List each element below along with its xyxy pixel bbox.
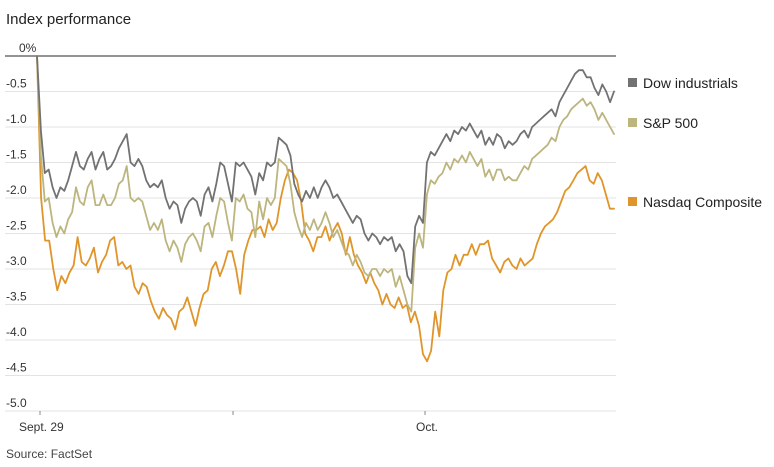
- y-tick-label: -1.5: [6, 148, 27, 162]
- y-tick-label: -2.0: [6, 183, 27, 197]
- legend-swatch-nasdaq-composite: [628, 197, 637, 206]
- legend-swatch-s-p-500: [628, 118, 637, 127]
- y-tick-label: -1.0: [6, 112, 27, 126]
- series-line-s-p-500: [36, 55, 615, 313]
- x-tick-label: Oct.: [416, 420, 438, 434]
- legend-label-nasdaq-composite: Nasdaq Composite: [643, 194, 762, 210]
- y-tick-label: -4.5: [6, 361, 27, 375]
- y-tick-label: -2.5: [6, 219, 27, 233]
- x-tick-label: Sept. 29: [19, 420, 64, 434]
- line-chart: 0% -0.5 -1.0 -1.5 -2.0 -2.5 -3.0 -3.5 -4.0 -4.5 -5…: [5, 41, 762, 434]
- y-tick-label: -4.0: [6, 325, 27, 339]
- legend-label-dow-industrials: Dow industrials: [643, 75, 738, 91]
- y-tick-label: -5.0: [6, 396, 27, 410]
- y-tick-label: -3.5: [6, 290, 27, 304]
- y-tick-label: -3.0: [6, 254, 27, 268]
- source-note: Source: FactSet: [6, 447, 93, 461]
- series-line-nasdaq-composite: [36, 55, 615, 363]
- legend-label-s-p-500: S&P 500: [643, 115, 698, 131]
- legend-swatch-dow-industrials: [628, 78, 637, 87]
- y-tick-label: 0%: [19, 41, 37, 55]
- chart-title: Index performance: [6, 11, 132, 28]
- y-tick-label: -0.5: [6, 77, 27, 91]
- series-line-dow-industrials: [36, 55, 615, 285]
